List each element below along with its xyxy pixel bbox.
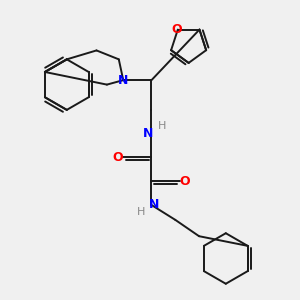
Text: N: N: [118, 74, 128, 87]
Text: O: O: [171, 23, 181, 36]
Text: N: N: [143, 127, 154, 140]
Text: H: H: [137, 207, 145, 218]
Text: H: H: [158, 121, 166, 131]
Text: N: N: [149, 199, 160, 212]
Text: O: O: [180, 175, 190, 188]
Text: O: O: [112, 151, 123, 164]
